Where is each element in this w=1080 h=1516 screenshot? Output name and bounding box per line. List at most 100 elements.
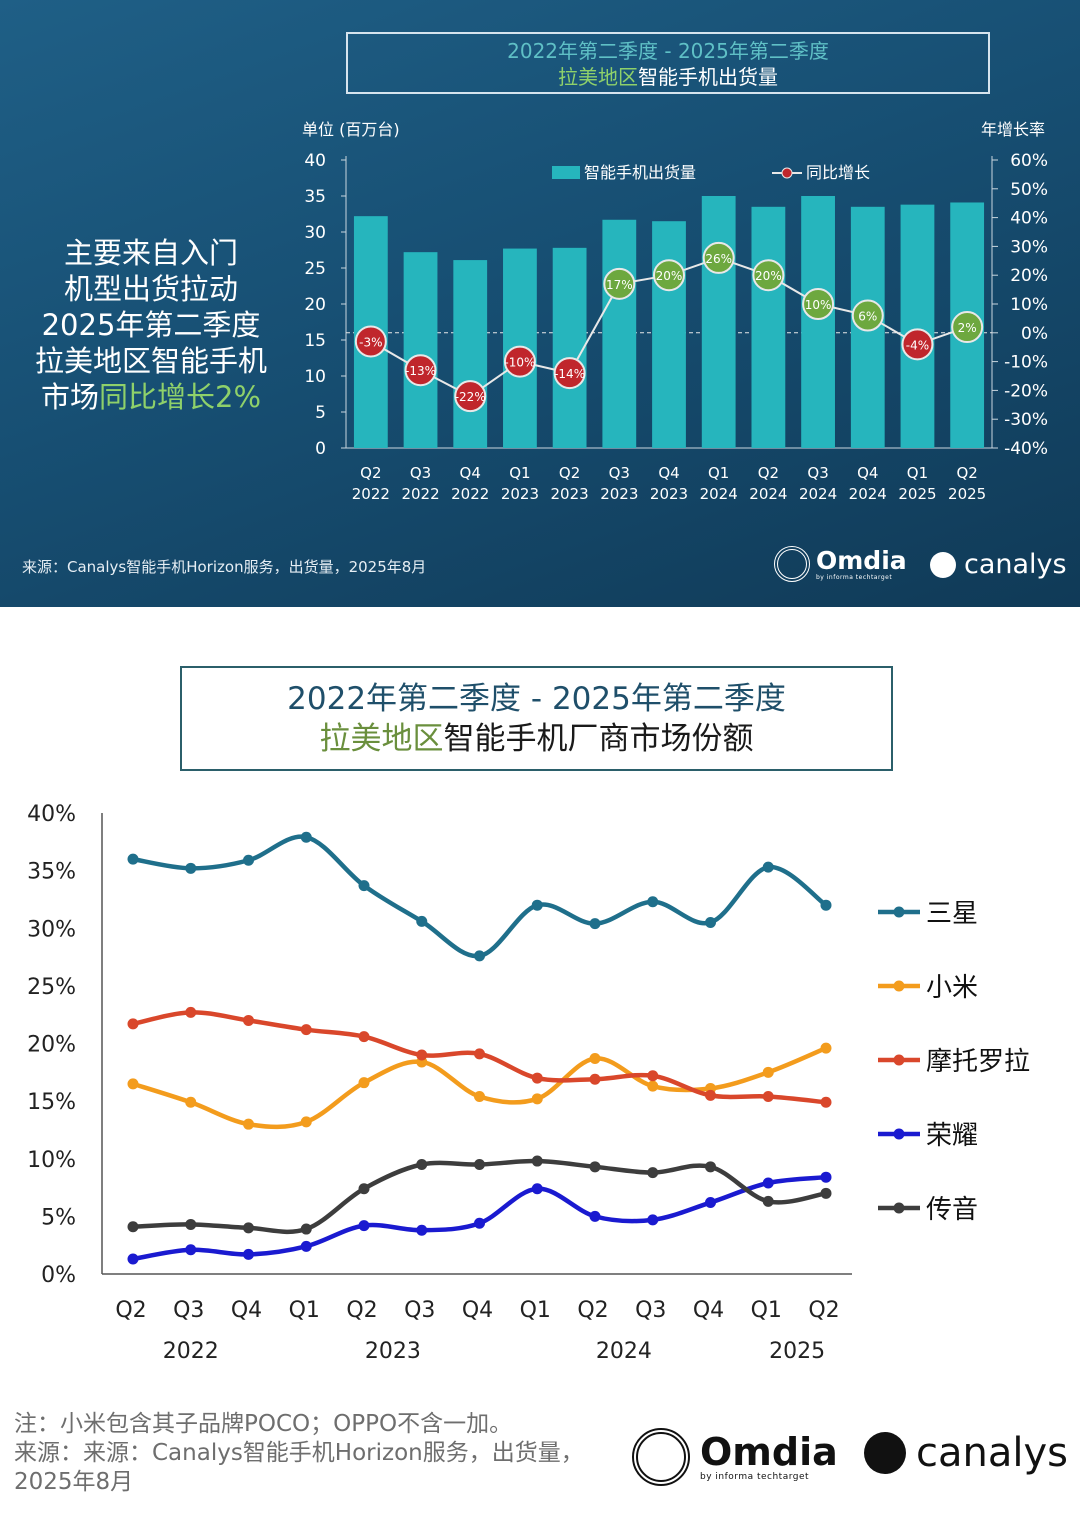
yoy-marker (354, 325, 387, 358)
legend-marker (893, 1202, 905, 1214)
right-tick-label: -30% (1004, 410, 1048, 430)
yoy-data-label: 17% (606, 278, 633, 292)
x-tick-year: 2022 (163, 1339, 219, 1364)
x-tick-quarter: Q1 (520, 1298, 551, 1323)
growth-callout: 主要来自入门 机型出货拉动 2025年第二季度 拉美地区智能手机 市场同比增长2… (20, 235, 282, 415)
series-point (474, 1048, 485, 1060)
shipment-bar (652, 221, 686, 448)
series-point (531, 1155, 543, 1167)
left-tick-label: 5 (315, 403, 326, 423)
x-tick-quarter: Q3 (807, 464, 828, 482)
canalys-logo-top: canalys (930, 549, 1067, 580)
x-tick-quarter: Q2 (577, 1298, 608, 1323)
y-tick-label: 5% (41, 1205, 76, 1230)
series-point (647, 896, 659, 908)
series-point (416, 1224, 428, 1236)
legend-line-label: 同比增长 (806, 163, 870, 182)
right-tick-label: 10% (1010, 295, 1048, 315)
omdia-logo-top: Omdia by informa techtarget (774, 546, 907, 582)
series-point (185, 1218, 197, 1230)
series-point (589, 1161, 601, 1173)
y-tick-label: 20% (27, 1033, 76, 1058)
x-tick-year: 2025 (898, 485, 936, 503)
series-point (300, 831, 312, 843)
bottom-note: 注：小米包含其子品牌POCO；OPPO不含一加。 (14, 1411, 513, 1437)
series-point (647, 1167, 659, 1179)
series-point (127, 853, 139, 865)
series-point (127, 1221, 139, 1233)
x-tick-year: 2022 (352, 485, 390, 503)
x-tick-quarter: Q3 (635, 1298, 666, 1323)
left-tick-label: 0 (315, 439, 326, 459)
legend-bar-swatch (552, 166, 580, 179)
left-axis-title: 单位 (百万台) (302, 120, 400, 139)
yoy-marker (503, 345, 536, 378)
x-tick-quarter: Q4 (658, 464, 679, 482)
callout-line: 2025年第二季度 (41, 308, 261, 342)
omdia-logo-bottom: Omdia by informa techtarget (632, 1428, 838, 1486)
canalys-logo-icon (864, 1432, 906, 1474)
left-tick-label: 35 (304, 187, 326, 207)
x-tick-quarter: Q1 (289, 1298, 320, 1323)
series-point (589, 1210, 601, 1222)
series-point (705, 1161, 716, 1173)
series-point (762, 1177, 774, 1189)
series-point (762, 1195, 774, 1207)
bottom-chart-title: 2022年第二季度 - 2025年第二季度 拉美地区智能手机厂商市场份额 (180, 666, 893, 771)
series-point (820, 1187, 832, 1199)
series-point (589, 1073, 601, 1085)
y-tick-label: 15% (27, 1090, 76, 1115)
bottom-notes: 注：小米包含其子品牌POCO；OPPO不含一加。 来源：来源：Canalys智能… (14, 1410, 614, 1497)
omdia-subtitle: by informa techtarget (816, 573, 893, 581)
series-point (705, 1089, 716, 1101)
series-point (358, 880, 370, 892)
series-point (531, 1093, 543, 1105)
yoy-marker (752, 259, 785, 292)
yoy-data-label: 6% (858, 310, 877, 324)
bottom-title-rest: 智能手机厂商市场份额 (443, 721, 754, 757)
omdia-logo-icon (774, 546, 810, 582)
x-tick-quarter: Q1 (907, 464, 928, 482)
callout-market: 市场 (40, 380, 99, 414)
x-tick-year: 2022 (401, 485, 439, 503)
x-tick-quarter: Q2 (758, 464, 779, 482)
series-point (358, 1220, 370, 1232)
callout-line: 市场同比增长2% (20, 379, 282, 415)
bottom-source: 来源：来源：Canalys智能手机Horizon服务，出货量， (14, 1440, 584, 1466)
left-tick-label: 20 (304, 295, 326, 315)
x-tick-quarter: Q3 (173, 1298, 204, 1323)
series-point (531, 899, 543, 911)
series-point (358, 1077, 370, 1089)
yoy-marker (851, 299, 884, 332)
yoy-marker (653, 259, 685, 292)
series-point (531, 1183, 543, 1195)
shipment-bar (602, 219, 637, 448)
y-tick-label: 40% (27, 802, 76, 827)
yoy-data-label: 10% (805, 298, 832, 312)
bottom-title-line2: 拉美地区智能手机厂商市场份额 (182, 719, 891, 759)
series-point (243, 1222, 254, 1234)
series-point (416, 915, 428, 927)
series-point (705, 916, 716, 928)
y-tick-label: 0% (41, 1263, 76, 1288)
legend-label: 荣耀 (926, 1121, 978, 1151)
series-point (762, 1066, 774, 1078)
legend-label: 摩托罗拉 (926, 1047, 1030, 1077)
x-tick-quarter: Q1 (509, 464, 530, 482)
canalys-logo-icon (930, 551, 956, 578)
series-point (416, 1159, 428, 1171)
top-title-line1: 2022年第二季度 - 2025年第二季度 (507, 39, 829, 63)
shipment-bar (403, 252, 438, 448)
right-tick-label: 0% (1021, 324, 1048, 344)
legend-label: 小米 (926, 973, 978, 1003)
series-point (127, 1078, 139, 1090)
x-tick-year: 2025 (948, 485, 986, 503)
x-tick-year: 2023 (551, 485, 589, 503)
x-tick-year: 2023 (600, 485, 638, 503)
series-point (243, 1248, 254, 1260)
y-tick-label: 25% (27, 975, 76, 1000)
omdia-wordmark: Omdia (816, 545, 907, 575)
x-tick-quarter: Q4 (857, 464, 878, 482)
callout-growth: 同比增长2% (99, 380, 262, 414)
legend-line-marker (781, 167, 793, 179)
